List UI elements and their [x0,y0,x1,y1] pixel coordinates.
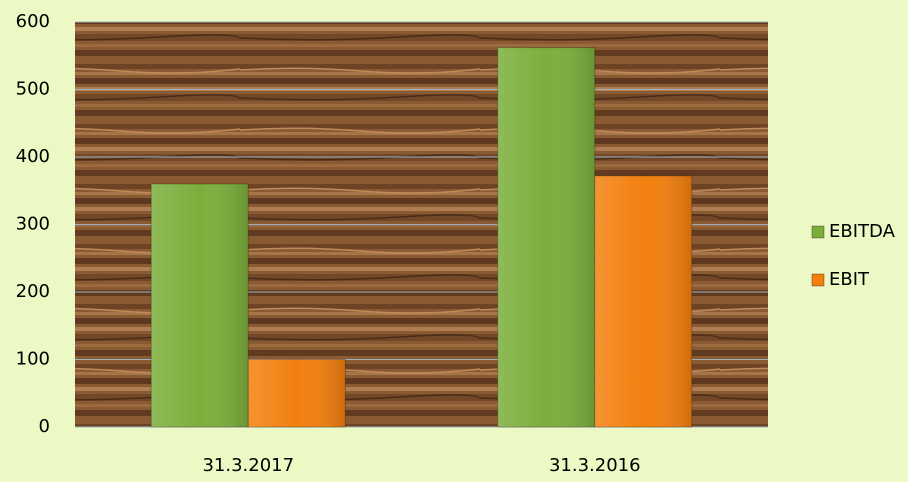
y-tick-label: 100 [16,349,50,370]
y-tick-label: 200 [16,281,50,302]
legend-label: EBITDA [829,221,896,242]
y-tick-label: 500 [16,79,50,100]
bar-shine [248,359,346,427]
legend-label: EBIT [829,269,870,290]
legend-swatch [811,273,825,287]
x-tick-label: 31.3.2016 [549,455,641,476]
legend-swatch [811,225,825,239]
bar-shine [497,47,595,428]
y-tick-label: 300 [16,214,50,235]
bar-shine [151,184,249,427]
x-tick-label: 31.3.2017 [202,455,294,476]
y-tick-label: 600 [16,11,50,32]
y-tick-label: 0 [39,416,50,437]
bar-shine [594,175,692,427]
y-tick-label: 400 [16,146,50,167]
